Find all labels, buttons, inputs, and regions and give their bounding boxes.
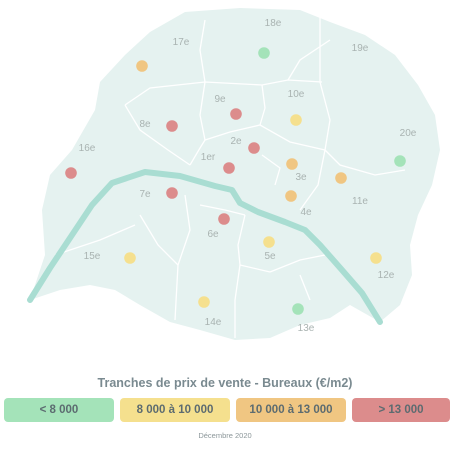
arrondissement-label-19e: 19e	[352, 43, 369, 54]
price-marker-17e[interactable]	[136, 60, 148, 72]
arrondissement-label-11e: 11e	[352, 196, 368, 207]
arrondissement-boundaries	[54, 16, 406, 338]
legend-label: < 8 000	[39, 404, 79, 416]
arrondissement-label-7e: 7e	[139, 189, 151, 200]
price-marker-16e[interactable]	[65, 167, 77, 179]
price-marker-8e[interactable]	[166, 120, 178, 132]
price-marker-20e[interactable]	[394, 155, 406, 167]
price-marker-2e[interactable]	[248, 142, 260, 154]
seine-river	[27, 169, 383, 325]
arrondissement-label-13e: 13e	[298, 323, 315, 334]
arrondissement-label-3e: 3e	[295, 172, 307, 183]
legend-item-10000-13000: 10 000 à 13 000	[236, 398, 346, 422]
arrondissement-label-8e: 8e	[139, 119, 151, 130]
arrondissement-label-18e: 18e	[265, 18, 282, 29]
price-marker-10e[interactable]	[290, 114, 302, 126]
arrondissement-label-12e: 12e	[378, 270, 395, 281]
date-caption: Décembre 2020	[198, 431, 252, 440]
price-marker-18e[interactable]	[258, 47, 270, 59]
legend-label: > 13 000	[378, 404, 424, 416]
price-marker-6e[interactable]	[218, 213, 230, 225]
price-marker-14e[interactable]	[198, 296, 210, 308]
legend-item-lt8000: < 8 000	[4, 398, 114, 422]
arrondissement-label-5e: 5e	[264, 251, 276, 262]
price-marker-3e[interactable]	[286, 158, 298, 170]
legend-item-8000-10000: 8 000 à 10 000	[120, 398, 230, 422]
arrondissement-label-14e: 14e	[205, 317, 222, 328]
arrondissement-label-2e: 2e	[230, 136, 242, 147]
arrondissement-label-15e: 15e	[84, 251, 101, 262]
arrondissement-label-17e: 17e	[173, 37, 190, 48]
price-marker-1er[interactable]	[223, 162, 235, 174]
legend-label: 10 000 à 13 000	[249, 404, 333, 416]
paris-map: 1er 2e 3e 4e 5e 6e 7e 8e 9e 10e 11e 12e 13e 14e 15e 16e…	[27, 8, 440, 340]
price-marker-11e[interactable]	[335, 172, 347, 184]
arrondissement-label-4e: 4e	[300, 207, 312, 218]
arrondissement-label-10e: 10e	[288, 89, 305, 100]
arrondissement-label-16e: 16e	[79, 143, 96, 154]
legend-label: 8 000 à 10 000	[136, 404, 214, 416]
price-legend: < 8 000 8 000 à 10 000 10 000 à 13 000 >…	[4, 398, 450, 424]
arrondissement-label-9e: 9e	[214, 94, 226, 105]
legend-title: Tranches de prix de vente - Bureaux (€/m…	[97, 376, 353, 390]
arrondissement-label-6e: 6e	[207, 229, 219, 240]
price-marker-12e[interactable]	[370, 252, 382, 264]
price-marker-13e[interactable]	[292, 303, 304, 315]
price-marker-9e[interactable]	[230, 108, 242, 120]
price-marker-5e[interactable]	[263, 236, 275, 248]
arrondissement-label-20e: 20e	[400, 128, 417, 139]
price-marker-15e[interactable]	[124, 252, 136, 264]
price-marker-7e[interactable]	[166, 187, 178, 199]
legend-item-gt13000: > 13 000	[352, 398, 450, 422]
price-marker-4e[interactable]	[285, 190, 297, 202]
arrondissement-label-1er: 1er	[201, 152, 216, 163]
